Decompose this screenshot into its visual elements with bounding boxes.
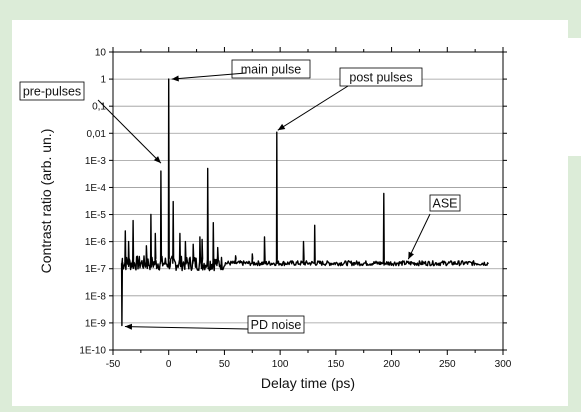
annotation-pre-pulses-arrow-line bbox=[97, 99, 162, 164]
axis-ticks: 10 1 0,1 0,01 1E-3 1E-4 1E-5 1E-6 1E-7 1E-8 1E-9 1E… bbox=[79, 47, 512, 370]
data-layer bbox=[120, 78, 489, 327]
y-tick-label: 10 bbox=[95, 48, 107, 59]
y-tick-label: 1E-4 bbox=[85, 183, 107, 194]
annotation-PD-noise-box bbox=[247, 315, 305, 334]
y-tick-label: 0,01 bbox=[87, 129, 107, 140]
x-tick-label: -50 bbox=[106, 359, 121, 370]
annotation-post-pulses-label: post pulses bbox=[349, 71, 412, 85]
y-tick-label: 1E-7 bbox=[85, 264, 107, 275]
x-tick-label: 300 bbox=[495, 359, 512, 370]
annotation-main-pulse-box bbox=[231, 59, 311, 79]
x-tick-label: 200 bbox=[383, 359, 400, 370]
series-line bbox=[120, 78, 489, 327]
annotation-post-pulses-box bbox=[339, 67, 423, 87]
y-tick-label: 1E-6 bbox=[85, 237, 107, 248]
x-axis-label: Delay time (ps) bbox=[261, 375, 355, 391]
x-tick-label: 50 bbox=[219, 359, 231, 370]
annotation-ASE-label: ASE bbox=[432, 197, 457, 211]
annotation-post-pulses-arrow-line bbox=[277, 85, 349, 131]
annotation-main-pulse-arrow-line bbox=[171, 72, 247, 80]
y-tick-label: 1E-3 bbox=[85, 156, 107, 167]
y-tick-label: 1E-5 bbox=[85, 210, 107, 221]
y-axis-label: Contrast ratio (arb. un.) bbox=[38, 129, 54, 274]
annotation-PD-noise-arrowhead bbox=[124, 323, 132, 330]
x-tick-label: 150 bbox=[328, 359, 345, 370]
annotation-ASE-box bbox=[429, 194, 461, 212]
y-tick-label: 0,1 bbox=[92, 102, 106, 113]
y-tick-label: 1E-8 bbox=[85, 291, 107, 302]
annotation-post-pulses-arrowhead bbox=[277, 123, 286, 131]
side-tab bbox=[568, 38, 581, 156]
annotation-ASE-arrowhead bbox=[408, 251, 414, 260]
annotation-main-pulse-arrowhead bbox=[171, 75, 179, 82]
annotation-ASE-arrow-line bbox=[407, 213, 431, 260]
annotation-PD-noise-label: PD noise bbox=[251, 318, 302, 332]
annotations: main pulse pre-pulses post pulses ASE PD noi… bbox=[19, 59, 461, 334]
x-tick-label: 100 bbox=[272, 359, 289, 370]
annotation-main-pulse-label: main pulse bbox=[241, 63, 301, 77]
annotation-pre-pulses-label: pre-pulses bbox=[23, 85, 81, 99]
x-tick-label: 250 bbox=[439, 359, 456, 370]
annotation-PD-noise-arrow-line bbox=[124, 326, 249, 330]
x-tick-label: 0 bbox=[166, 359, 172, 370]
y-tick-label: 1E-10 bbox=[79, 346, 106, 357]
figure-panel bbox=[12, 20, 568, 406]
y-tick-label: 1E-9 bbox=[85, 318, 107, 329]
annotation-pre-pulses-arrowhead bbox=[153, 156, 161, 164]
annotation-pre-pulses-box bbox=[19, 81, 85, 101]
y-tick-label: 1 bbox=[100, 75, 106, 86]
grid-lines bbox=[113, 78, 503, 324]
